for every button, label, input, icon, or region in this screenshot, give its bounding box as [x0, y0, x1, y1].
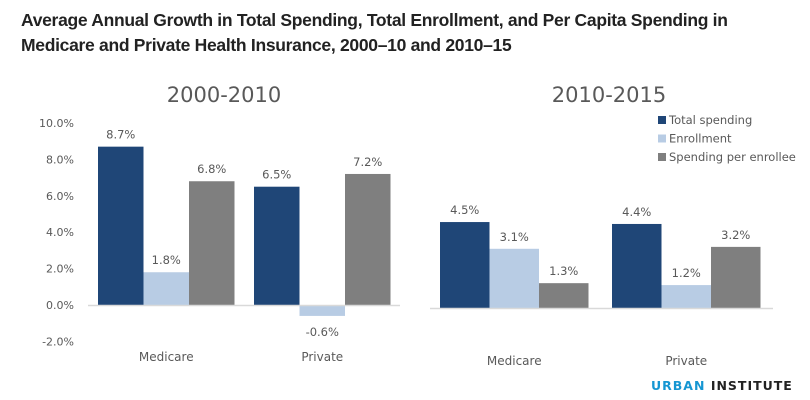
brand-logo: URBAN INSTITUTE: [651, 378, 793, 393]
panel-2-data-label: 3.2%: [721, 228, 750, 242]
chart-title: Average Annual Growth in Total Spending,…: [21, 10, 728, 55]
legend-swatch-enrollment: [658, 134, 666, 143]
panel-1-bar-total-spending: [98, 146, 144, 305]
legend-label: Spending per enrollee: [669, 150, 796, 164]
panel-2-bar-spending-per-enrollee: [539, 283, 589, 308]
panel-1-ytick-label: 4.0%: [46, 226, 74, 239]
panel-2-title: 2010-2015: [552, 83, 666, 107]
panel-1-ytick-label: 2.0%: [46, 263, 74, 276]
panel-1-category-label: Private: [301, 350, 343, 364]
panel-1-title: 2000-2010: [167, 83, 281, 107]
panel-1-bar-enrollment: [143, 272, 189, 305]
panel-2-category-label: Medicare: [487, 354, 542, 368]
panel-2-bar-total-spending: [440, 222, 490, 308]
panel-2-category-label: Private: [665, 354, 707, 368]
panel-1-data-label: 1.8%: [152, 253, 181, 267]
panel-1-data-label: 6.8%: [197, 162, 226, 176]
panel-2-data-label: 1.3%: [549, 264, 578, 278]
panel-2-bar-total-spending: [612, 223, 662, 308]
panel-2-bar-enrollment: [661, 285, 711, 308]
legend-swatch-total-spending: [658, 116, 666, 124]
brand-part-urban: URBAN: [651, 378, 706, 393]
panel-1-ytick-label: -2.0%: [42, 335, 74, 348]
panel-1-data-label: 6.5%: [262, 168, 291, 182]
panel-1-data-label: 7.2%: [353, 155, 382, 169]
panel-2-data-label: 4.4%: [622, 205, 651, 219]
panel-2-bar-enrollment: [489, 248, 539, 308]
panel-2-data-label: 3.1%: [500, 230, 529, 244]
panel-1-bar-spending-per-enrollee: [189, 181, 235, 305]
panel-1-data-label: -0.6%: [306, 325, 339, 339]
panel-2-data-label: 4.5%: [450, 203, 479, 217]
panel-2-bar-spending-per-enrollee: [711, 246, 761, 308]
panel-1-ytick-label: 10.0%: [39, 117, 74, 130]
panel-1-data-label: 8.7%: [106, 128, 135, 142]
legend-swatch-spending-per-enrollee: [658, 153, 666, 161]
panel-1-category-label: Medicare: [139, 350, 194, 364]
panel-1-ytick-label: 8.0%: [46, 153, 74, 166]
panel-1-bar-enrollment: [299, 305, 345, 316]
panel-1-bar-spending-per-enrollee: [345, 173, 391, 305]
panel-1-bar-total-spending: [254, 186, 300, 305]
panel-1-ytick-label: 0.0%: [46, 299, 74, 312]
legend-label: Enrollment: [669, 132, 732, 146]
panel-1-ytick-label: 6.0%: [46, 190, 74, 203]
panel-2-data-label: 1.2%: [672, 266, 701, 280]
brand-part-institute: INSTITUTE: [710, 378, 793, 393]
legend-label: Total spending: [668, 113, 752, 127]
